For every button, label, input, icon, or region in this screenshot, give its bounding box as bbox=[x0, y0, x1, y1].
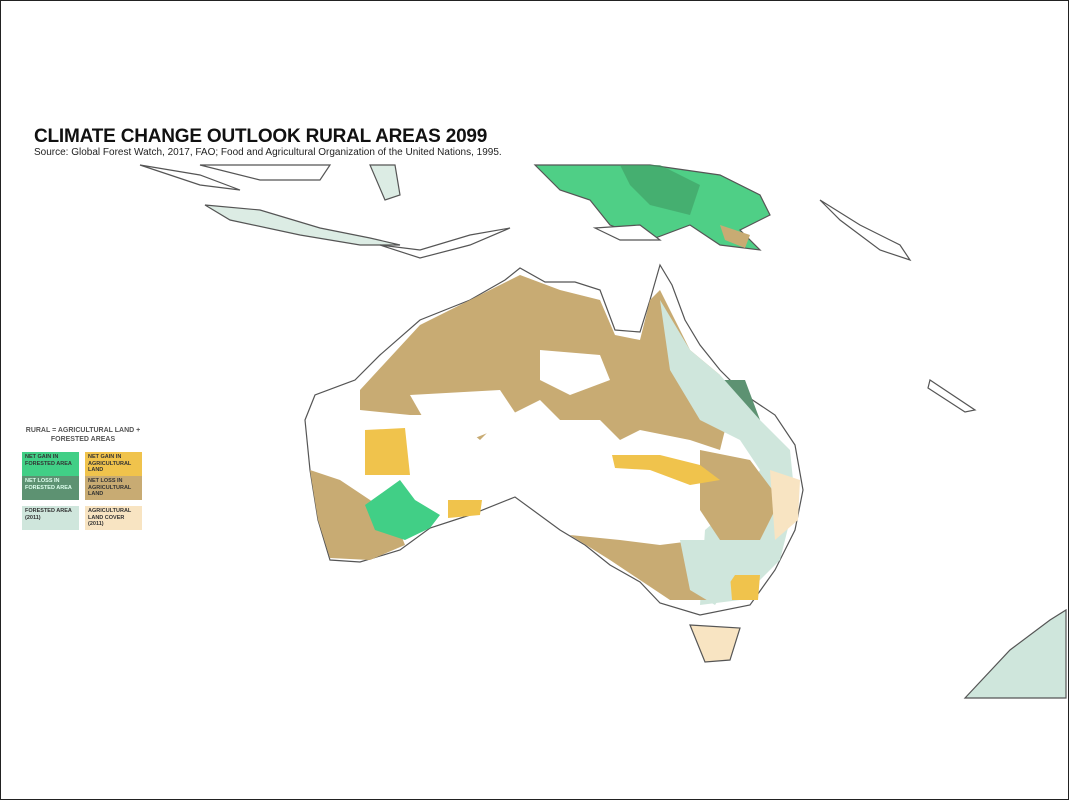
island-sulawesi bbox=[369, 164, 401, 201]
map-source: Source: Global Forest Watch, 2017, FAO; … bbox=[34, 147, 502, 158]
island-borneo bbox=[199, 164, 332, 181]
region-net-loss-forest-png bbox=[620, 165, 700, 215]
region-net-gain-agricultural-sa bbox=[448, 500, 482, 518]
island-sumatra-java bbox=[139, 164, 241, 191]
island-java bbox=[204, 204, 401, 246]
region-net-loss-agricultural-sw bbox=[310, 470, 405, 560]
island-tasmania bbox=[689, 624, 741, 663]
island-new-caledonia bbox=[927, 379, 977, 413]
island-lesser-sunda bbox=[379, 227, 511, 259]
region-white-centre bbox=[410, 390, 520, 440]
legend-forested-area-2011: FORESTED AREA (2011) bbox=[22, 506, 79, 530]
legend-net-loss-agricultural: NET LOSS IN AGRICULTURAL LAND bbox=[85, 476, 142, 500]
island-timor bbox=[592, 224, 662, 241]
region-net-gain-agricultural-wa bbox=[365, 428, 410, 475]
map bbox=[139, 164, 1067, 699]
legend-agricultural-land-cover-2011: AGRICULTURAL LAND COVER (2011) bbox=[85, 506, 142, 530]
island-new-zealand bbox=[963, 608, 1067, 699]
legend-net-loss-forested: NET LOSS IN FORESTED AREA bbox=[22, 476, 79, 500]
map-legend: RURAL = AGRICULTURAL LAND + FORESTED ARE… bbox=[22, 426, 144, 530]
region-white-interior bbox=[540, 350, 610, 395]
map-title: CLIMATE CHANGE OUTLOOK RURAL AREAS 2099 bbox=[34, 126, 488, 147]
legend-heading: RURAL = AGRICULTURAL LAND + FORESTED ARE… bbox=[25, 427, 141, 443]
region-forested-se bbox=[680, 540, 735, 605]
legend-net-gain-agricultural: NET GAIN IN AGRICULTURAL LAND bbox=[85, 452, 142, 476]
region-ag-png bbox=[720, 225, 750, 248]
legend-net-gain-forested: NET GAIN IN FORESTED AREA bbox=[22, 452, 79, 476]
island-new-guinea bbox=[533, 164, 771, 251]
island-solomons bbox=[819, 199, 912, 262]
region-net-gain-agricultural-central bbox=[612, 455, 720, 485]
region-net-gain-agricultural-se bbox=[730, 575, 760, 600]
region-ag-cover-east bbox=[770, 470, 800, 540]
region-net-loss-agricultural-east bbox=[700, 450, 780, 540]
region-net-gain-forest-sw bbox=[365, 480, 440, 540]
